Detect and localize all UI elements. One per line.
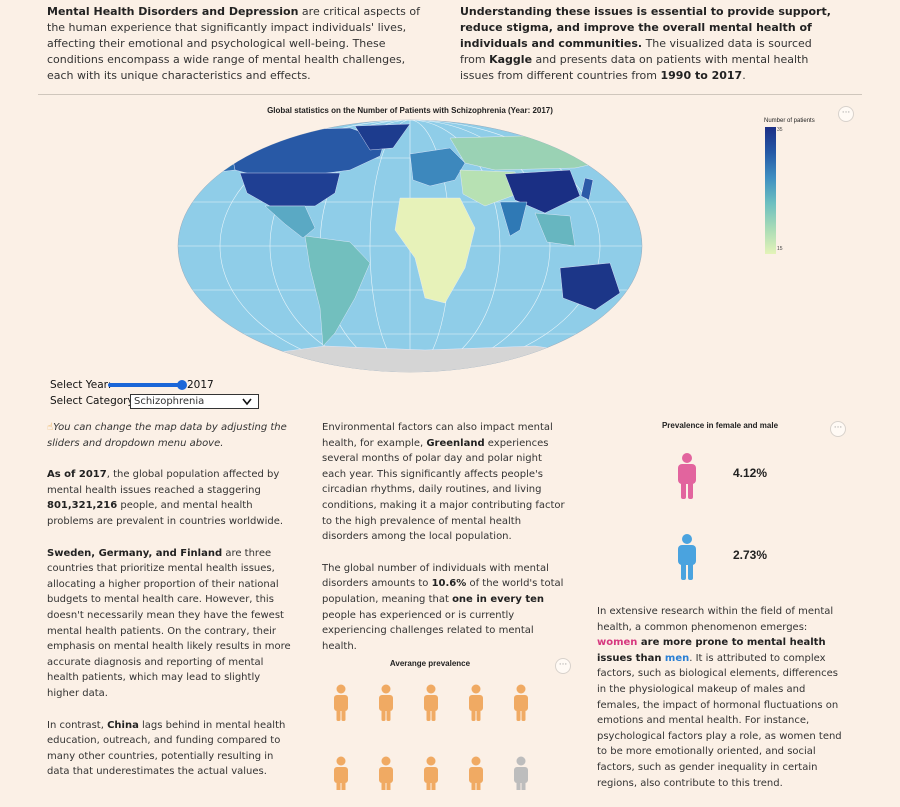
paragraph-text: people has experienced or is currently e… — [322, 609, 534, 652]
highlight-countries: Sweden, Germany, and Finland — [47, 547, 223, 559]
region-greenland — [354, 123, 411, 151]
region-southeast-asia — [534, 212, 576, 247]
region-india — [499, 201, 528, 237]
region-new-zealand — [622, 305, 634, 324]
highlight-year: As of 2017 — [47, 469, 107, 481]
paragraph-text: people, and mental health problems are p… — [47, 500, 284, 527]
intro-right: Understanding these issues is essential … — [460, 4, 840, 84]
average-prevalence-pictogram — [334, 684, 528, 790]
text-column-3: In extensive research within the field o… — [597, 604, 842, 807]
person-icon — [379, 756, 393, 790]
paragraph-text: are three countries that prioritize ment… — [47, 547, 291, 699]
category-label: Select Category: — [50, 395, 137, 407]
pointing-hand-icon: ☝ — [47, 422, 54, 433]
paragraph-text: of the world's total population, meaning… — [322, 578, 564, 605]
region-alaska — [194, 145, 236, 174]
average-prevalence-title: Averange prevalence — [389, 659, 471, 668]
person-icon — [334, 684, 348, 721]
year-slider-track — [108, 383, 183, 387]
region-antarctica — [234, 345, 616, 372]
female-percentage: 4.12% — [733, 466, 768, 480]
paragraph-text: experiences several months of polar day … — [322, 437, 565, 543]
region-africa — [394, 197, 476, 304]
year-slider-thumb[interactable] — [177, 380, 187, 390]
section-divider — [38, 94, 862, 95]
highlight-women: women — [597, 637, 638, 649]
highlight-men: men — [664, 652, 690, 664]
intro-right-strong: Understanding these issues is essential … — [460, 5, 831, 50]
average-prevalence-menu-button[interactable]: ··· — [555, 658, 571, 674]
region-australia — [559, 262, 621, 311]
legend-title: Number of patients — [764, 118, 815, 124]
region-russia — [449, 133, 631, 171]
intro-left-text: are critical aspects of the human experi… — [47, 5, 420, 82]
intro-right-text-2: and presents data on patients with menta… — [460, 53, 809, 82]
year-label: Select Year: — [50, 379, 112, 391]
person-icon — [379, 684, 393, 721]
highlight-percent: 10.6% — [431, 578, 467, 590]
map-title: Global statistics on the Number of Patie… — [267, 106, 553, 115]
highlight-count: 801,321,216 — [47, 500, 118, 512]
paragraph-text: . It is attributed to complex factors, s… — [597, 652, 842, 789]
male-person-icon — [678, 534, 696, 580]
intro-left-strong: Mental Health Disorders and Depression — [47, 5, 299, 18]
world-choropleth-map[interactable] — [175, 118, 645, 374]
person-icon — [469, 756, 483, 790]
person-icon — [514, 684, 528, 721]
person-icon — [424, 756, 438, 790]
paragraph-text: Environmental factors can also impact me… — [322, 422, 553, 449]
paragraph-text: are more prone to mental health issues t… — [597, 637, 826, 664]
male-percentage: 2.73% — [733, 548, 768, 562]
legend-max-label: 35 — [777, 127, 783, 133]
female-person-icon — [678, 453, 696, 499]
year-slider[interactable] — [108, 380, 187, 390]
map-menu-button[interactable]: ··· — [838, 106, 854, 122]
paragraph-text: In contrast, — [47, 719, 108, 731]
intro-left: Mental Health Disorders and Depression a… — [47, 4, 422, 84]
legend-colorbar — [765, 127, 776, 254]
region-europe — [409, 147, 466, 187]
region-usa — [239, 172, 341, 207]
highlight-china: China — [107, 719, 139, 731]
paragraph-text: , the global population affected by ment… — [47, 469, 280, 496]
source-name: Kaggle — [489, 53, 533, 66]
year-value: 2017 — [187, 379, 214, 391]
intro-right-text-3: . — [742, 69, 746, 82]
chevron-down-icon — [242, 398, 252, 406]
year-range: 1990 to 2017 — [660, 69, 743, 82]
tip-text: You can change the map data by adjusting… — [47, 422, 287, 449]
intro-right-text: The visualized data is sourced from — [460, 37, 812, 66]
legend-min-label: 15 — [777, 246, 783, 252]
category-select[interactable]: Schizophrenia — [130, 394, 259, 409]
highlight-ratio: one in every ten — [452, 593, 545, 605]
paragraph-text: In extensive research within the field o… — [597, 606, 834, 633]
gender-prevalence-title: Prevalence in female and male — [661, 421, 779, 430]
highlight-greenland: Greenland — [426, 437, 485, 449]
person-icon — [469, 684, 483, 721]
person-icon — [514, 756, 528, 790]
category-select-value: Schizophrenia — [134, 396, 205, 407]
region-central-asia — [459, 169, 521, 207]
text-column-2: Environmental factors can also impact me… — [322, 420, 567, 670]
gender-prevalence-menu-button[interactable]: ··· — [830, 421, 846, 437]
region-south-america — [304, 235, 371, 347]
person-icon — [424, 684, 438, 721]
region-japan — [580, 177, 594, 201]
region-mexico — [264, 205, 316, 239]
text-column-1: ☝You can change the map data by adjustin… — [47, 420, 292, 796]
paragraph-text: lags behind in mental health education, … — [47, 719, 286, 778]
paragraph-text: The global number of individuals with me… — [322, 562, 549, 590]
person-icon — [334, 756, 348, 790]
